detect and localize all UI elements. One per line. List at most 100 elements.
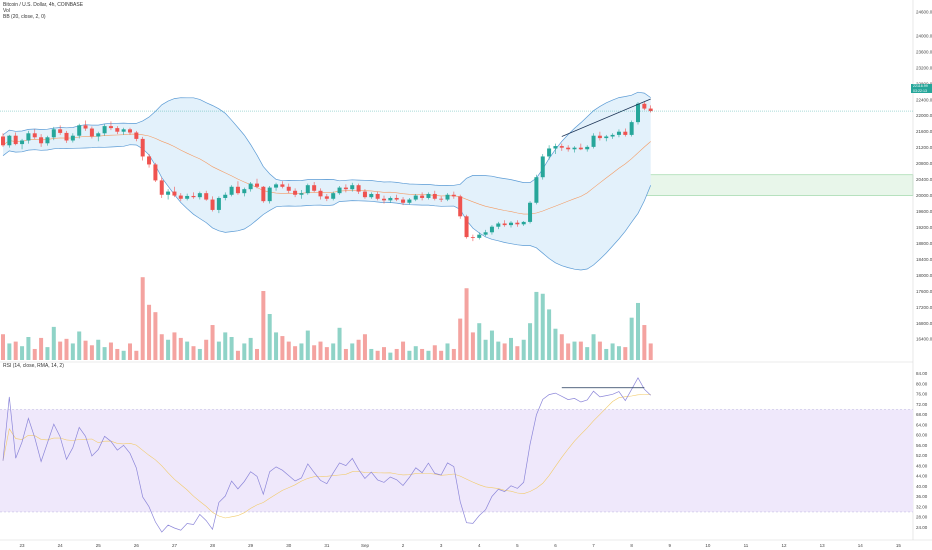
volume-bar	[166, 339, 171, 360]
candle-body	[223, 194, 228, 198]
volume-bar	[356, 339, 361, 360]
candle	[483, 229, 488, 237]
bollinger-fill	[3, 92, 651, 270]
candle-body	[502, 223, 507, 226]
candle-body	[458, 196, 463, 217]
candle	[96, 131, 101, 142]
volume-bar	[235, 350, 240, 360]
candle	[610, 133, 615, 139]
candle	[642, 101, 647, 111]
date-tick-label: 8	[630, 543, 633, 548]
volume-bar	[394, 348, 399, 360]
candle	[318, 188, 323, 200]
candle	[255, 178, 259, 189]
volume-bar	[559, 334, 564, 360]
volume-legend[interactable]: Vol	[3, 8, 10, 14]
date-tick-label: 3	[440, 543, 443, 548]
volume-bar	[509, 337, 513, 360]
candle	[515, 220, 520, 227]
volume-bar	[515, 346, 520, 360]
candle-body	[572, 147, 577, 150]
candle	[299, 189, 304, 199]
candle-body	[509, 222, 513, 226]
candle-body	[274, 184, 279, 188]
volume-bar	[121, 350, 126, 360]
candle	[509, 221, 513, 228]
volume-bar	[432, 345, 437, 360]
volume-bar	[83, 340, 88, 360]
price-tick-label: 22000.00	[916, 113, 932, 118]
candle	[343, 184, 348, 193]
volume-bar	[331, 343, 336, 360]
volume-bar	[299, 343, 304, 360]
candle	[235, 181, 240, 195]
volume-bar	[496, 341, 501, 360]
bollinger-basis	[2, 133, 651, 215]
volume-bar	[439, 350, 444, 360]
date-tick-label: 2	[402, 543, 405, 548]
candle-body	[362, 191, 367, 198]
volume-bar	[426, 350, 431, 360]
rsi-tick-label: 80.00	[916, 381, 928, 386]
volume-bar	[172, 332, 177, 360]
rsi-tick-label: 52.00	[916, 453, 928, 458]
rsi-legend[interactable]: RSI (14, close, RMA, 14, 2)	[3, 363, 64, 369]
volume-bar	[642, 325, 647, 360]
volume-bar	[255, 348, 259, 360]
candle-body	[96, 133, 101, 137]
volume-bar	[362, 334, 367, 360]
candle-body	[58, 129, 63, 133]
rsi-tick-label: 48.00	[916, 463, 928, 468]
candle-body	[312, 185, 317, 191]
volume-bar	[375, 350, 380, 360]
volume-bar	[280, 336, 285, 360]
candle-body	[470, 237, 475, 238]
volume-bar	[489, 330, 494, 360]
volume-bar	[248, 337, 253, 360]
rsi-tick-label: 40.00	[916, 484, 928, 489]
candle	[407, 197, 412, 205]
volume-bar	[623, 347, 628, 360]
volume-bar	[305, 330, 310, 360]
candle	[432, 190, 437, 201]
candle	[636, 102, 640, 125]
volume-bar	[267, 314, 272, 360]
candle-body	[191, 195, 196, 198]
date-tick-label: 31	[324, 543, 330, 548]
volume-bar	[547, 309, 552, 360]
price-axis[interactable]: 24600.00 24000.00 23600.00 23200.00 22800.00…	[916, 9, 932, 529]
candle-body	[280, 184, 285, 187]
candle-body	[153, 164, 158, 181]
candle	[445, 193, 450, 202]
time-axis[interactable]: 23 24 25 26 27 28 29 30 31 Sep 2 3 4 5 6 7 8 9 10 11 12 13 14 1…	[20, 543, 902, 548]
candle	[496, 221, 501, 230]
volume-bar	[369, 348, 374, 360]
date-tick-label: 4	[478, 543, 481, 548]
bollinger-legend[interactable]: BB (20, close, 2, 0)	[3, 14, 46, 20]
current-price-tag: 22116.99 03:22:13	[911, 84, 932, 93]
candle-body	[140, 138, 145, 157]
date-tick-label: 26	[134, 543, 140, 548]
candle	[477, 232, 482, 240]
volume-bar	[191, 346, 196, 360]
candle	[121, 127, 126, 135]
candle	[7, 134, 12, 148]
candle	[134, 130, 139, 142]
candle	[451, 191, 456, 199]
date-tick-label: 27	[172, 543, 178, 548]
candle-body	[77, 125, 82, 136]
price-tick-label: 20000.00	[916, 193, 932, 198]
candle	[229, 185, 234, 197]
candle-body	[13, 135, 18, 145]
volume-bar	[64, 338, 69, 360]
price-tick-label: 22800.00	[916, 81, 932, 86]
volume-bar	[58, 341, 63, 360]
candle	[585, 145, 590, 152]
candle	[216, 196, 221, 214]
rsi-layer	[0, 377, 913, 533]
rsi-tick-label: 64.00	[916, 422, 928, 427]
candle-body	[350, 185, 355, 190]
candle-body	[108, 126, 113, 129]
candle-body	[318, 190, 323, 197]
price-tick-label: 24000.00	[916, 33, 932, 38]
